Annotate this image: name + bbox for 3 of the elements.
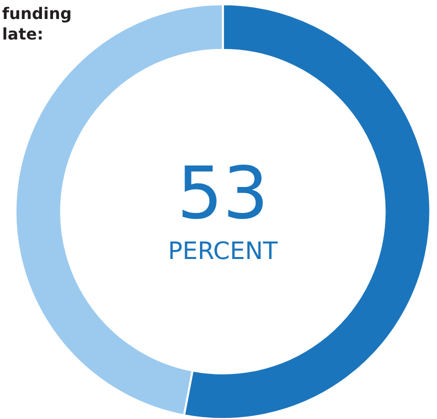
text: PERCENT	[168, 237, 278, 265]
text: funding late:	[2, 4, 72, 44]
text: 53	[177, 151, 269, 235]
